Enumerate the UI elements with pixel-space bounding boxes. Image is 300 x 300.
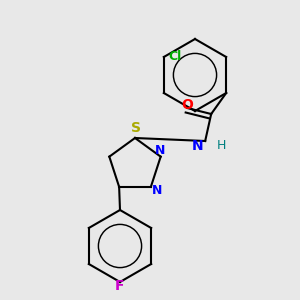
Text: Cl: Cl [168,50,182,64]
Text: N: N [152,184,163,197]
Text: N: N [192,139,204,152]
Text: N: N [155,144,165,157]
Text: F: F [115,278,125,292]
Text: O: O [181,98,193,112]
Text: S: S [131,121,142,135]
Text: H: H [217,139,226,152]
